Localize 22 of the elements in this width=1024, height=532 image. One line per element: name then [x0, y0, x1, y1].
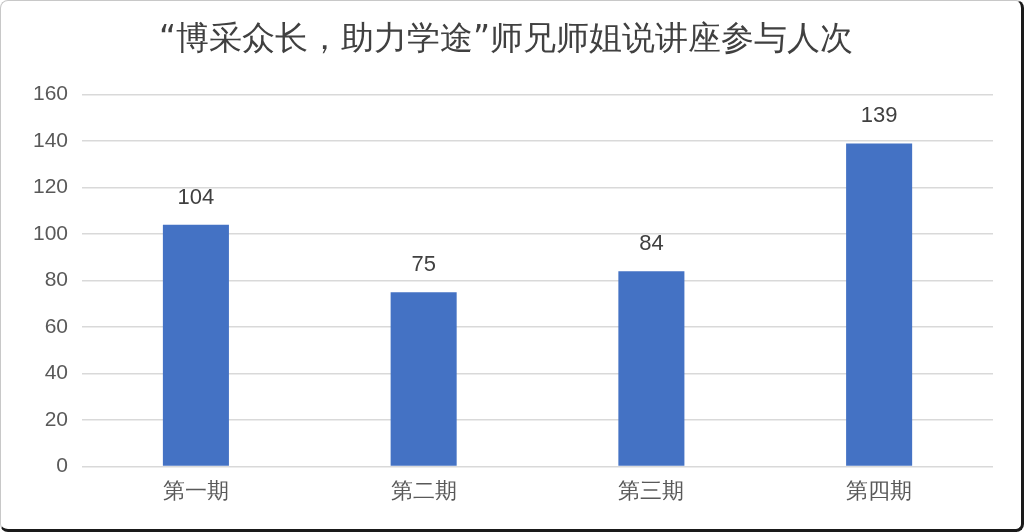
y-tick-label: 140 [32, 127, 69, 151]
data-label: 75 [411, 251, 436, 277]
y-tick-label: 160 [32, 81, 69, 105]
y-tick-label: 60 [44, 313, 69, 337]
x-tick-label: 第三期 [618, 477, 685, 503]
x-tick-label: 第二期 [390, 477, 457, 503]
y-tick-label: 120 [32, 174, 69, 198]
data-label: 84 [639, 230, 664, 256]
y-tick-label: 80 [44, 267, 69, 291]
data-label: 139 [860, 102, 898, 128]
bar [846, 143, 913, 466]
y-tick-label: 0 [56, 453, 69, 477]
bar [618, 271, 685, 466]
bar [162, 224, 229, 466]
bar [390, 292, 457, 466]
data-label: 104 [177, 183, 215, 209]
y-tick-label: 20 [44, 406, 69, 430]
x-tick-label: 第四期 [846, 477, 913, 503]
chart-title: “博采众长，助力学途”师兄师姐说讲座参与人次 [158, 18, 854, 58]
y-tick-label: 100 [32, 220, 69, 244]
x-tick-label: 第一期 [162, 477, 229, 503]
y-tick-label: 40 [44, 360, 69, 384]
